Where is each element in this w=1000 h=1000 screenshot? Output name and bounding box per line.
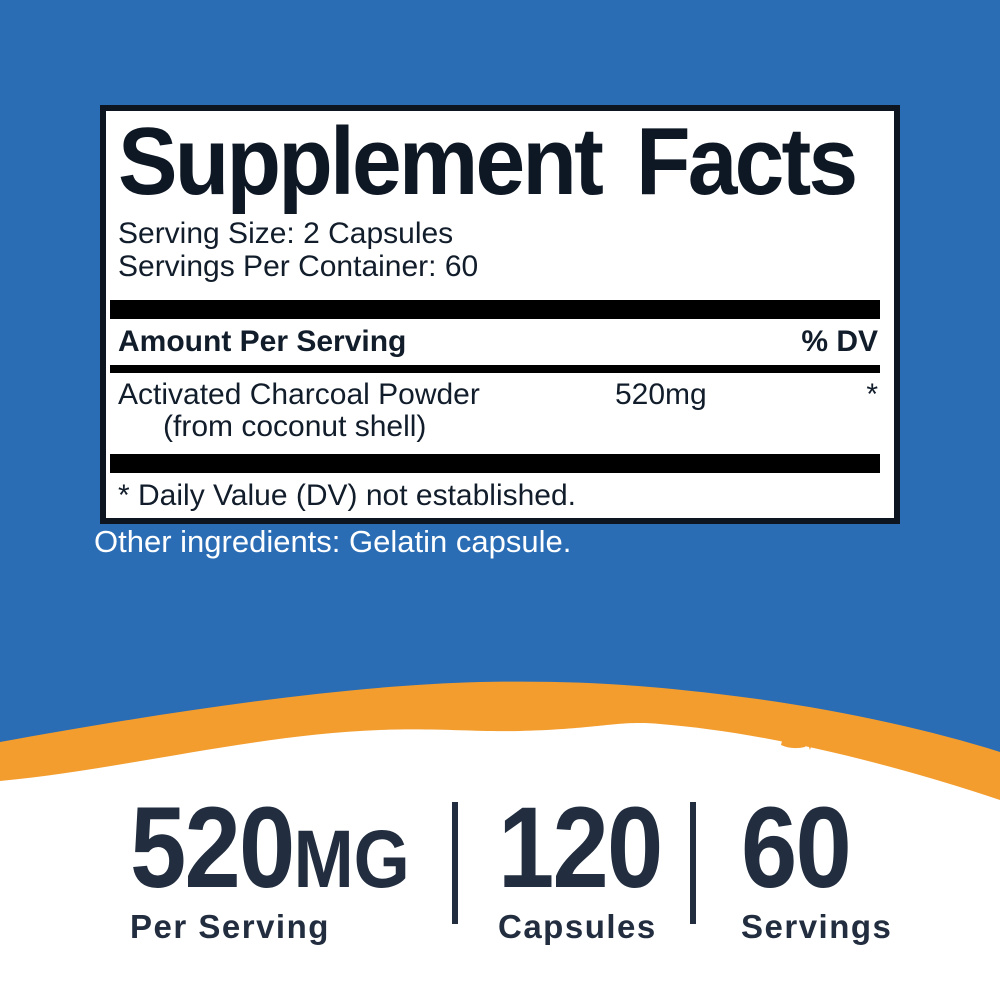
brush-speck <box>781 738 809 749</box>
ingredient-amount: 520mg <box>615 378 707 411</box>
ingredient-source: (from coconut shell) <box>163 410 427 443</box>
highlight-label: Capsules <box>498 908 657 945</box>
orange-wave-band <box>0 681 1000 808</box>
serving-size-text: Serving Size: 2 Capsules <box>118 217 454 250</box>
brush-speck <box>806 738 813 750</box>
percent-dv-header: % DV <box>801 325 878 358</box>
supplement-facts-panel: Supplement Facts Serving Size: 2 Capsule… <box>100 105 900 524</box>
servings-per-container-text: Servings Per Container: 60 <box>118 250 479 283</box>
divider-bar-thin <box>110 365 880 373</box>
brush-speck <box>828 738 842 746</box>
white-wave-foreground <box>0 722 1000 840</box>
highlight-label: Servings <box>741 908 893 945</box>
amount-per-serving-header: Amount Per Serving <box>118 325 407 358</box>
divider-bar-thick <box>110 300 880 319</box>
panel-title: Supplement Facts <box>118 108 858 215</box>
ingredient-daily-value: * <box>866 378 878 411</box>
ingredient-name: Activated Charcoal Powder <box>118 378 480 411</box>
divider-bar-thick <box>110 454 880 473</box>
wave-decoration <box>0 681 1000 840</box>
highlight-label: Per Serving <box>130 908 330 945</box>
ingredient-row: Activated Charcoal Powder (from coconut … <box>118 379 878 443</box>
other-ingredients-text: Other ingredients: Gelatin capsule. <box>94 524 572 559</box>
daily-value-footnote: * Daily Value (DV) not established. <box>118 479 576 512</box>
